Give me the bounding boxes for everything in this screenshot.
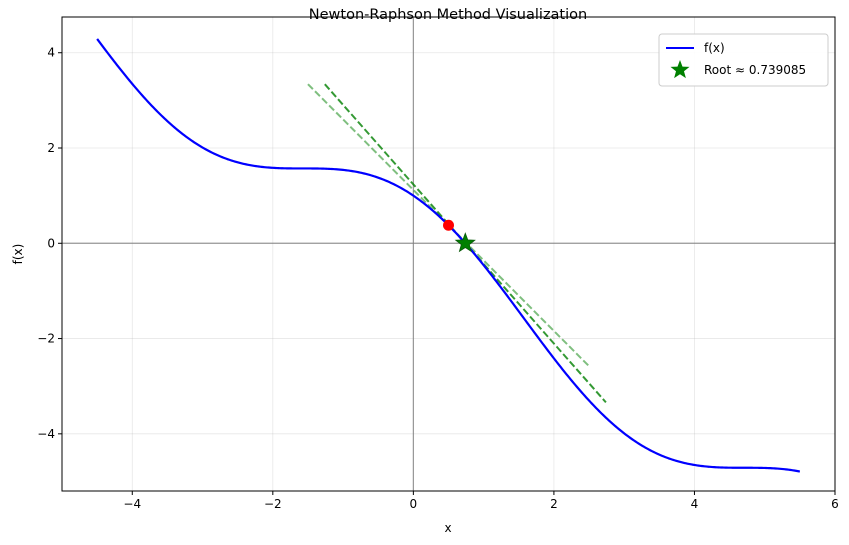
y-tick-label-2: 0 — [47, 236, 55, 250]
x-tick-label-4: 4 — [691, 497, 699, 511]
x-tick-label-0: −4 — [123, 497, 141, 511]
legend-box — [658, 33, 829, 87]
x-tick-label-2: 0 — [410, 497, 418, 511]
x-ticks: −4 −2 0 2 4 6 — [123, 491, 839, 511]
y-ticks: −4 −2 0 2 4 — [37, 46, 62, 441]
legend: f(x) Root ≈ 0.739085 — [658, 33, 829, 87]
y-tick-label-4: 4 — [47, 46, 55, 60]
legend-root-marker — [670, 60, 690, 79]
y-tick-label-3: 2 — [47, 141, 55, 155]
points-layer — [443, 219, 476, 253]
legend-root-label: Root ≈ 0.739085 — [704, 63, 806, 77]
x-tick-label-3: 2 — [550, 497, 558, 511]
x-tick-label-5: 6 — [831, 497, 839, 511]
legend-star-icon — [670, 60, 690, 79]
plot-frame — [61, 16, 836, 492]
iterate-point-0 — [443, 219, 454, 231]
y-tick-label-0: −4 — [37, 427, 55, 441]
grid — [62, 17, 836, 491]
y-axis-label: f(x) — [11, 244, 25, 265]
x-axis-label: x — [444, 521, 451, 535]
y-tick-label-1: −2 — [37, 332, 55, 346]
reference-axes — [62, 17, 835, 491]
chart-title: Newton-Raphson Method Visualization — [309, 7, 587, 23]
x-tick-label-1: −2 — [264, 497, 282, 511]
tangent-line-0 — [307, 83, 590, 367]
root-star-marker — [454, 232, 476, 253]
legend-curve-label: f(x) — [704, 41, 725, 55]
